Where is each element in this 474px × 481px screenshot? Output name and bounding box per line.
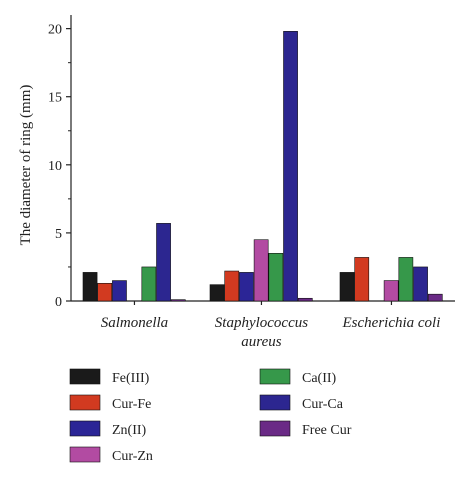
bar-cur-fe-0 [97, 282, 113, 302]
bar-cur-fe-1 [224, 270, 240, 302]
bar-free-cur-1 [297, 297, 313, 302]
x-category-label: Salmonella [101, 315, 169, 331]
legend-swatch [259, 368, 291, 385]
legend-swatch [69, 368, 101, 385]
x-category-label: aureus [241, 334, 281, 350]
y-tick-label: 0 [55, 295, 62, 310]
legend-label: Cur-Zn [112, 449, 153, 464]
x-category-label: Staphylococcus [215, 315, 308, 331]
bar-fe-iii-1 [209, 284, 225, 302]
legend-swatch [69, 446, 101, 463]
legend: Fe(III) Cur-Fe Zn(II) Cur-Zn Ca(II) Cur-Ca Fre… [69, 368, 352, 464]
y-tick-label: 20 [48, 23, 62, 38]
bar-fe-iii-0 [82, 272, 98, 302]
bar-ca-ii-1 [268, 253, 284, 302]
legend-swatch [259, 420, 291, 437]
bar-cur-fe-2 [354, 257, 370, 302]
bar-cur-zn-1 [253, 239, 269, 302]
bar-cur-zn-2 [383, 280, 399, 302]
legend-label: Zn(II) [112, 423, 147, 438]
bar-fe-iii-2 [339, 272, 355, 302]
legend-label: Cur-Ca [302, 397, 344, 412]
bar-ca-ii-2 [398, 257, 414, 302]
legend-swatch [259, 394, 291, 411]
legend-swatch [69, 394, 101, 411]
y-axis-label: The diameter of ring (mm) [18, 85, 34, 246]
y-tick-label: 10 [48, 159, 62, 174]
plot-area: 0 5 10 15 20 Salmonella Staphylococcus aureus Es… [48, 15, 455, 350]
legend-label: Fe(III) [112, 371, 150, 386]
bar-cur-ca-0 [156, 223, 171, 302]
bar-cur-ca-2 [413, 266, 428, 302]
bar-ca-ii-0 [141, 266, 157, 302]
bar-free-cur-2 [427, 293, 443, 302]
y-tick-label: 15 [48, 91, 62, 106]
x-category-label: Escherichia coli [342, 315, 441, 331]
legend-label: Ca(II) [302, 371, 337, 386]
legend-label: Free Cur [302, 423, 352, 438]
legend-label: Cur-Fe [112, 397, 151, 412]
bar-zn-ii-0 [112, 280, 127, 302]
bar-free-cur-0 [170, 299, 186, 302]
bar-zn-ii-1 [239, 272, 254, 302]
y-tick-label: 5 [55, 227, 62, 242]
legend-swatch [69, 420, 101, 437]
bar-cur-ca-1 [283, 31, 298, 302]
